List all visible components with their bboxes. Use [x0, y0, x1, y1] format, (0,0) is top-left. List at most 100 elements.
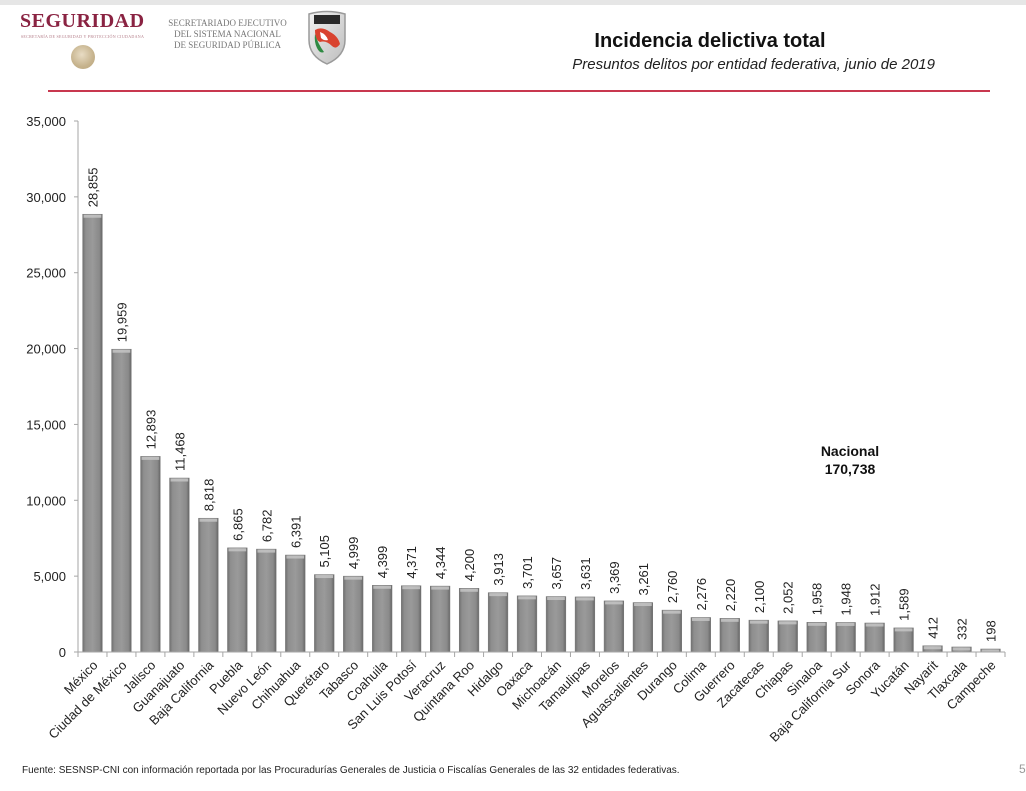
secretariado-line: SECRETARIADO EJECUTIVO — [168, 18, 287, 28]
bar-value-label: 3,261 — [636, 563, 651, 596]
bar — [343, 575, 364, 653]
bar — [806, 622, 827, 653]
bar-value-label: 6,865 — [230, 508, 245, 541]
bar-highlight — [170, 478, 189, 482]
bar-value-label: 4,999 — [346, 537, 361, 570]
bar — [198, 517, 219, 653]
bar-value-label: 5,105 — [317, 535, 332, 568]
logo-word: SEGURIDAD — [20, 10, 145, 32]
chart-title: Incidencia delictiva total — [594, 30, 826, 52]
bar-value-label: 1,948 — [839, 583, 854, 616]
bar — [719, 618, 740, 653]
bar-highlight — [431, 586, 449, 590]
bar-value-label: 3,913 — [491, 553, 506, 586]
bar-highlight — [865, 623, 884, 627]
bar-highlight — [112, 349, 131, 353]
bar-highlight — [663, 610, 681, 614]
y-tick-label: 35,000 — [26, 114, 66, 129]
logo-subtitle: SECRETARÍA DE SEGURIDAD Y PROTECCIÓN CIU… — [20, 34, 145, 39]
bar — [864, 622, 885, 653]
bar-value-label: 332 — [955, 618, 970, 640]
bar-highlight — [373, 585, 392, 589]
bar — [256, 548, 277, 653]
bar — [748, 619, 769, 653]
bar-highlight — [83, 214, 102, 218]
bar-highlight — [460, 588, 478, 592]
national-seal-icon — [70, 45, 95, 69]
bar-value-label: 11,468 — [172, 432, 187, 471]
y-tick-label: 20,000 — [26, 342, 66, 357]
bar-value-label: 4,200 — [462, 549, 477, 582]
bar-highlight — [981, 649, 1000, 653]
secretariado-line: DE SEGURIDAD PÚBLICA — [173, 40, 281, 50]
bar-value-label: 19,959 — [114, 302, 129, 342]
bar-value-label: 1,912 — [868, 583, 883, 616]
y-axis: 0 5,000 10,000 15,000 20,000 25,000 30,000 35,0… — [26, 114, 79, 660]
top-bar — [0, 0, 1026, 5]
bar-highlight — [257, 549, 276, 553]
bar — [893, 627, 914, 653]
bar — [487, 592, 509, 653]
bar — [516, 595, 538, 653]
bar-highlight — [489, 593, 507, 597]
bar-value-label: 1,958 — [810, 583, 825, 616]
y-tick-label: 0 — [59, 645, 66, 660]
bar-value-label: 2,220 — [723, 579, 738, 612]
bar-value-label: 6,391 — [288, 515, 303, 548]
bar-highlight — [923, 646, 942, 650]
bar-highlight — [344, 576, 363, 580]
bar-chart: 0 5,000 10,000 15,000 20,000 25,000 30,000 35,0… — [26, 114, 1006, 745]
page-number: 5 — [1019, 762, 1026, 776]
bar-value-label: 412 — [926, 617, 941, 639]
bar-value-label: 2,276 — [694, 578, 709, 611]
bar — [401, 585, 422, 653]
secretariado-logo-text: SECRETARIADO EJECUTIVO DEL SISTEMA NACIO… — [165, 18, 290, 51]
bar — [458, 588, 480, 653]
bar-value-label: 2,760 — [665, 571, 680, 604]
bar-highlight — [141, 456, 160, 460]
y-tick-label: 5,000 — [33, 569, 66, 584]
bar-highlight — [605, 601, 623, 605]
y-tick-label: 25,000 — [26, 266, 66, 281]
bar-highlight — [778, 621, 797, 625]
bar — [82, 213, 103, 653]
bar — [777, 620, 798, 653]
y-tick-label: 10,000 — [26, 493, 66, 508]
bar-value-label: 2,100 — [752, 581, 767, 614]
bar-highlight — [634, 603, 652, 607]
national-total-annotation: Nacional 170,738 — [790, 442, 910, 478]
bar-value-label: 3,369 — [607, 561, 622, 594]
bar — [835, 622, 856, 653]
bar-value-label: 3,657 — [549, 557, 564, 590]
bar — [111, 348, 132, 653]
y-tick-label: 30,000 — [26, 190, 66, 205]
bar-highlight — [286, 555, 305, 559]
bar-highlight — [518, 596, 536, 600]
bar — [140, 456, 161, 653]
bar — [545, 596, 567, 653]
bar — [603, 600, 625, 653]
bar-highlight — [720, 618, 739, 622]
bar-highlight — [894, 628, 913, 632]
bar-highlight — [199, 518, 218, 522]
bar-highlight — [952, 647, 971, 651]
bar-value-label: 28,855 — [85, 167, 100, 207]
bar-highlight — [691, 617, 710, 621]
chart-subtitle: Presuntos delitos por entidad federativa… — [572, 56, 935, 73]
bar — [169, 477, 190, 653]
bar-value-label: 6,782 — [259, 510, 274, 543]
bar-highlight — [807, 622, 826, 626]
bar — [632, 602, 653, 653]
bar — [285, 554, 306, 653]
bar-highlight — [749, 620, 768, 624]
bar-highlight — [576, 597, 594, 601]
national-total-label: Nacional — [820, 443, 880, 459]
bar-highlight — [315, 575, 334, 579]
bar — [430, 585, 451, 653]
bar-value-label: 3,631 — [578, 557, 593, 590]
bar-highlight — [402, 586, 420, 590]
bar-value-label: 3,701 — [520, 556, 535, 589]
bar — [314, 574, 335, 653]
bar-highlight — [228, 548, 247, 552]
